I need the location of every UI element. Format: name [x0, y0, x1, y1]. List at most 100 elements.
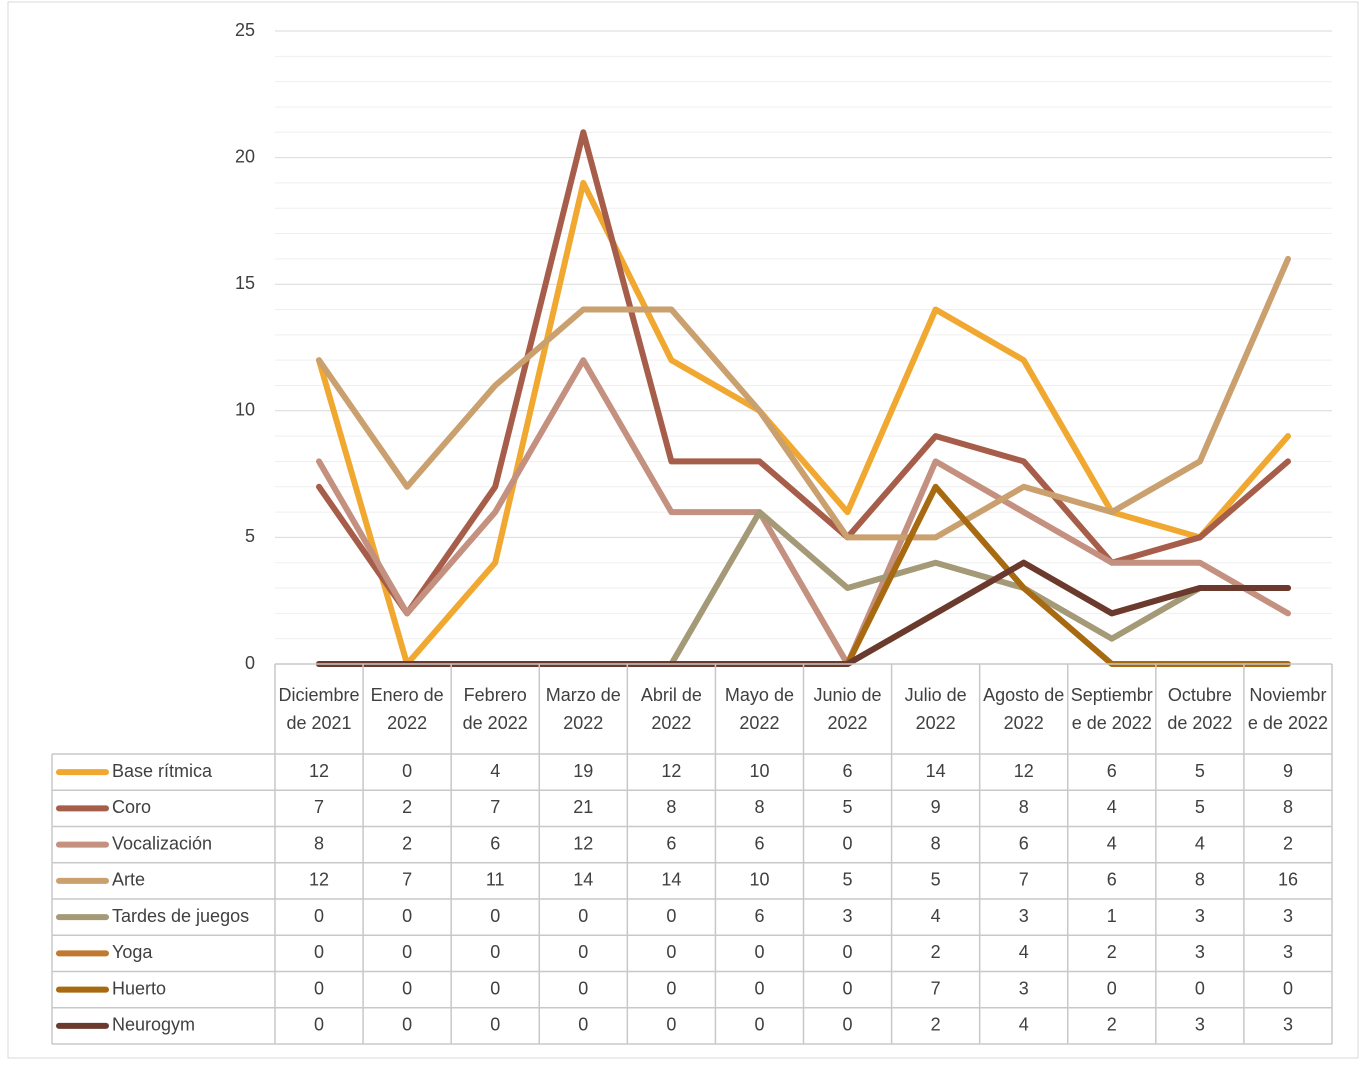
- table-cell: 2: [1107, 942, 1117, 962]
- table-cell: 10: [749, 870, 769, 890]
- table-cell: 0: [578, 942, 588, 962]
- x-tick-label: Noviembre de 2022: [1247, 685, 1328, 733]
- table-cell: 4: [1019, 942, 1029, 962]
- table-cell: 0: [402, 942, 412, 962]
- table-cell: 0: [754, 942, 764, 962]
- legend-label: Huerto: [112, 978, 166, 998]
- table-cell: 2: [931, 1015, 941, 1035]
- table-cell: 0: [1195, 978, 1205, 998]
- table-cell: 0: [314, 978, 324, 998]
- x-tick-label: Abril de 2022: [640, 685, 702, 733]
- x-tick-label: Febrero de 2022: [462, 685, 528, 733]
- table-cell: 21: [573, 797, 593, 817]
- table-cell: 0: [666, 1015, 676, 1035]
- table-cell: 0: [843, 942, 853, 962]
- legend-label: Tardes de juegos: [112, 906, 249, 926]
- x-tick-label: Mayo de 2022: [724, 685, 794, 733]
- table-cell: 2: [1107, 1015, 1117, 1035]
- table-cell: 0: [843, 833, 853, 853]
- series-line: [316, 255, 1291, 541]
- table-cell: 0: [666, 978, 676, 998]
- y-tick-label: 5: [245, 526, 255, 546]
- x-tick-label: Enero de 2022: [370, 685, 444, 733]
- table-cell: 0: [578, 1015, 588, 1035]
- table-cell: 14: [573, 870, 593, 890]
- table-cell: 8: [1195, 870, 1205, 890]
- table-cell: 8: [754, 797, 764, 817]
- series-line: [316, 179, 1291, 667]
- table-cell: 4: [1019, 1015, 1029, 1035]
- table-cell: 16: [1278, 870, 1298, 890]
- table-cell: 12: [309, 761, 329, 781]
- table-cell: 4: [1195, 833, 1205, 853]
- table-cell: 1: [1107, 906, 1117, 926]
- table-cell: 8: [1283, 797, 1293, 817]
- table-cell: 6: [1107, 761, 1117, 781]
- table-cell: 8: [314, 833, 324, 853]
- table-cell: 9: [1283, 761, 1293, 781]
- table-cell: 12: [661, 761, 681, 781]
- table-cell: 2: [402, 797, 412, 817]
- table-cell: 2: [402, 833, 412, 853]
- table-cell: 12: [309, 870, 329, 890]
- x-tick-label: Septiembre de 2022: [1070, 685, 1153, 733]
- chart-border: [7, 1, 1359, 1059]
- table-cell: 6: [1019, 833, 1029, 853]
- legend-label: Neurogym: [112, 1015, 195, 1035]
- table-cell: 14: [661, 870, 681, 890]
- y-tick-label: 20: [235, 146, 255, 166]
- table-cell: 0: [1107, 978, 1117, 998]
- table-cell: 0: [578, 978, 588, 998]
- table-cell: 5: [1195, 797, 1205, 817]
- y-tick-label: 0: [245, 653, 255, 673]
- table-cell: 0: [754, 978, 764, 998]
- table-cell: 0: [402, 1015, 412, 1035]
- table-cell: 0: [402, 906, 412, 926]
- table-cell: 3: [1195, 942, 1205, 962]
- x-tick-label: Octubre de 2022: [1167, 685, 1233, 733]
- table-cell: 3: [1283, 1015, 1293, 1035]
- table-cell: 8: [1019, 797, 1029, 817]
- table-cell: 0: [402, 978, 412, 998]
- series-line: [316, 483, 1291, 667]
- table-cell: 3: [1019, 978, 1029, 998]
- table-cell: 5: [843, 797, 853, 817]
- table-cell: 3: [1283, 906, 1293, 926]
- table-cell: 0: [578, 906, 588, 926]
- table-cell: 7: [1019, 870, 1029, 890]
- table-cell: 0: [666, 942, 676, 962]
- table-cell: 6: [666, 833, 676, 853]
- table-cell: 0: [314, 942, 324, 962]
- table-cell: 5: [931, 870, 941, 890]
- table-cell: 2: [931, 942, 941, 962]
- table-cell: 0: [843, 978, 853, 998]
- table-cell: 14: [926, 761, 946, 781]
- table-cell: 5: [843, 870, 853, 890]
- table-cell: 6: [490, 833, 500, 853]
- table-cell: 0: [490, 1015, 500, 1035]
- table-cell: 4: [1107, 797, 1117, 817]
- table-cell: 7: [402, 870, 412, 890]
- y-tick-label: 10: [235, 400, 255, 420]
- table-cell: 4: [931, 906, 941, 926]
- table-cell: 6: [1107, 870, 1117, 890]
- table-cell: 6: [754, 833, 764, 853]
- table-cell: 12: [573, 833, 593, 853]
- table-cell: 7: [490, 797, 500, 817]
- table-cell: 7: [314, 797, 324, 817]
- table-cell: 0: [490, 978, 500, 998]
- table-cell: 0: [490, 942, 500, 962]
- table-cell: 0: [314, 906, 324, 926]
- table-cell: 7: [931, 978, 941, 998]
- legend-label: Coro: [112, 797, 151, 817]
- table-cell: 0: [754, 1015, 764, 1035]
- x-tick-label: Marzo de 2022: [545, 685, 621, 733]
- table-cell: 0: [666, 906, 676, 926]
- table-cell: 4: [490, 761, 500, 781]
- table-cell: 8: [931, 833, 941, 853]
- table-cell: 0: [402, 761, 412, 781]
- table-cell: 0: [314, 1015, 324, 1035]
- legend-label: Arte: [112, 870, 145, 890]
- table-cell: 2: [1283, 833, 1293, 853]
